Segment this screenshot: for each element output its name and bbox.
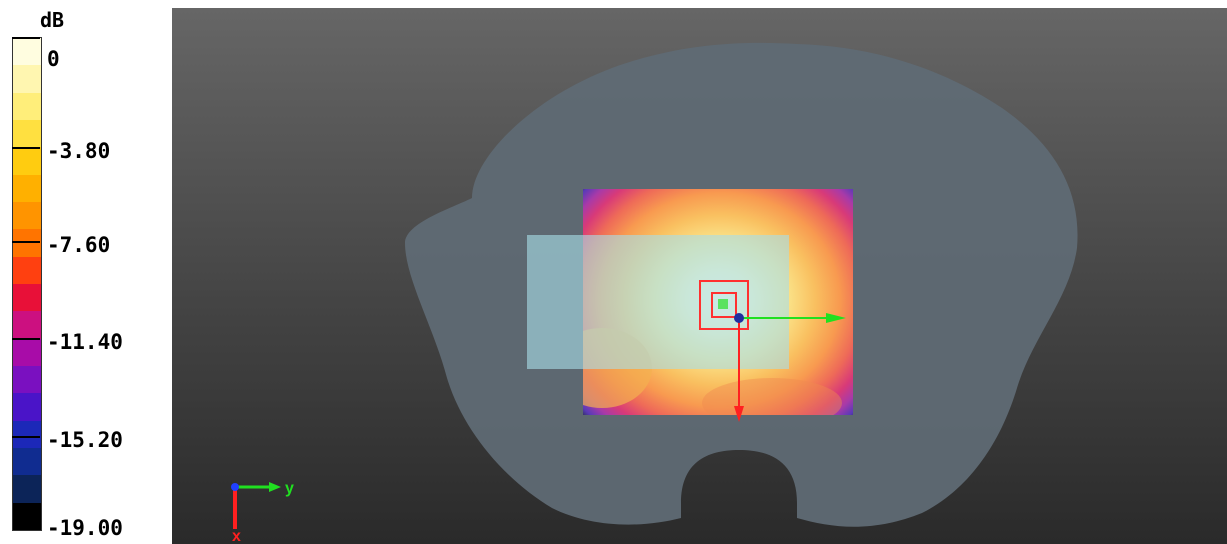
colorbar-band (13, 448, 41, 476)
colorbar-band (13, 38, 41, 66)
colorbar-band (13, 475, 41, 504)
local-x-arrowhead (734, 406, 744, 422)
triad-x-label: x (232, 528, 241, 543)
legend-tick-label: -11.40 (47, 330, 123, 354)
colorbar-band (13, 92, 41, 121)
peak-marker-square (718, 299, 728, 309)
colorbar-band (13, 174, 41, 203)
legend-tick-mark (12, 241, 40, 243)
colorbar-band (13, 65, 41, 94)
colorbar-band (13, 120, 41, 148)
color-legend: dB 0 -3.80 -7.60 -11.40 -15.20 -19.00 (0, 0, 170, 544)
colorbar (12, 37, 42, 531)
zoom-scan-outer-box (699, 280, 749, 330)
legend-tick-mark (12, 338, 40, 340)
colorbar-band (13, 338, 41, 367)
legend-tick-label: 0 (47, 47, 60, 71)
colorbar-band (13, 202, 41, 230)
triad-z-axis (231, 483, 239, 491)
scene-canvas[interactable] (172, 8, 1227, 544)
colorbar-band (13, 311, 41, 340)
area-scan-overlay (527, 235, 789, 369)
local-y-arrowhead (826, 313, 846, 323)
legend-unit-label: dB (40, 8, 65, 32)
axis-triad: y x (231, 480, 294, 543)
colorbar-band (13, 502, 41, 531)
legend-tick-label: -15.20 (47, 428, 123, 452)
colorbar-band (13, 393, 41, 422)
legend-tick-mark (12, 37, 40, 39)
legend-tick-mark (12, 436, 40, 438)
colorbar-band (13, 256, 41, 285)
colorbar-band (13, 284, 41, 312)
colorbar-band (13, 229, 41, 258)
zoom-scan-inner-box (711, 292, 737, 318)
colorbar-band (13, 366, 41, 394)
colorbar-band (13, 420, 41, 449)
triad-y-arrowhead (269, 482, 281, 492)
3d-viewport[interactable]: y x (172, 8, 1227, 544)
legend-tick-label: -19.00 (47, 516, 123, 540)
peak-point (734, 313, 744, 323)
triad-y-label: y (285, 480, 294, 497)
legend-tick-mark (12, 147, 40, 149)
colorbar-band (13, 147, 41, 176)
legend-tick-label: -7.60 (47, 233, 111, 257)
legend-tick-label: -3.80 (47, 139, 111, 163)
